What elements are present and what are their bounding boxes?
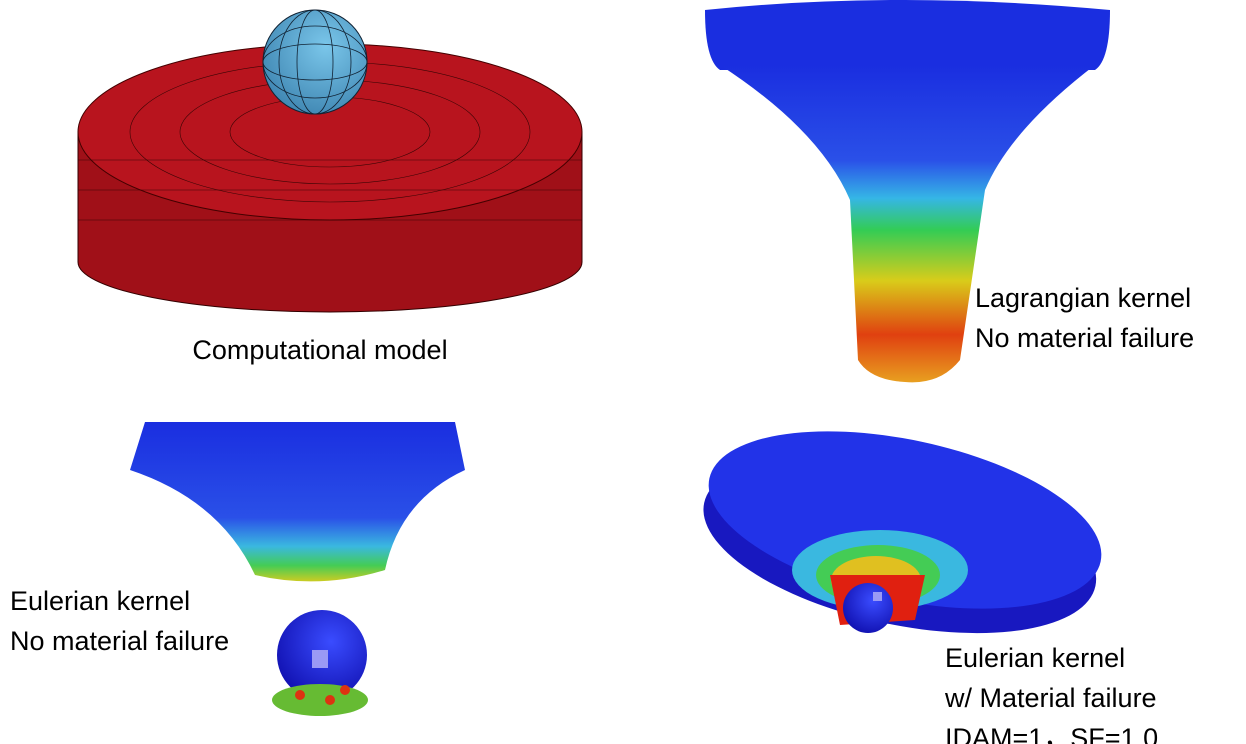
panel-label: Lagrangian kernel (975, 283, 1191, 313)
computational-model: Computational model (78, 10, 582, 365)
panel-label: Eulerian kernel (945, 643, 1125, 673)
panel-label: Computational model (192, 335, 447, 365)
figure: Computational model Lagrangian kernel No… (0, 0, 1246, 744)
panel-label: Eulerian kernel (10, 586, 190, 616)
lagrangian-result: Lagrangian kernel No material failure (705, 0, 1194, 382)
panel-label: w/ Material failure (944, 683, 1157, 713)
panel-label: IDAM=1，SF=1.0 (945, 723, 1158, 744)
panel-label: No material failure (975, 323, 1194, 353)
panel-label: No material failure (10, 626, 229, 656)
eulerian-result: Eulerian kernel No material failure (10, 422, 465, 716)
eulerian-failure-result: Eulerian kernel w/ Material failure IDAM… (688, 400, 1159, 744)
